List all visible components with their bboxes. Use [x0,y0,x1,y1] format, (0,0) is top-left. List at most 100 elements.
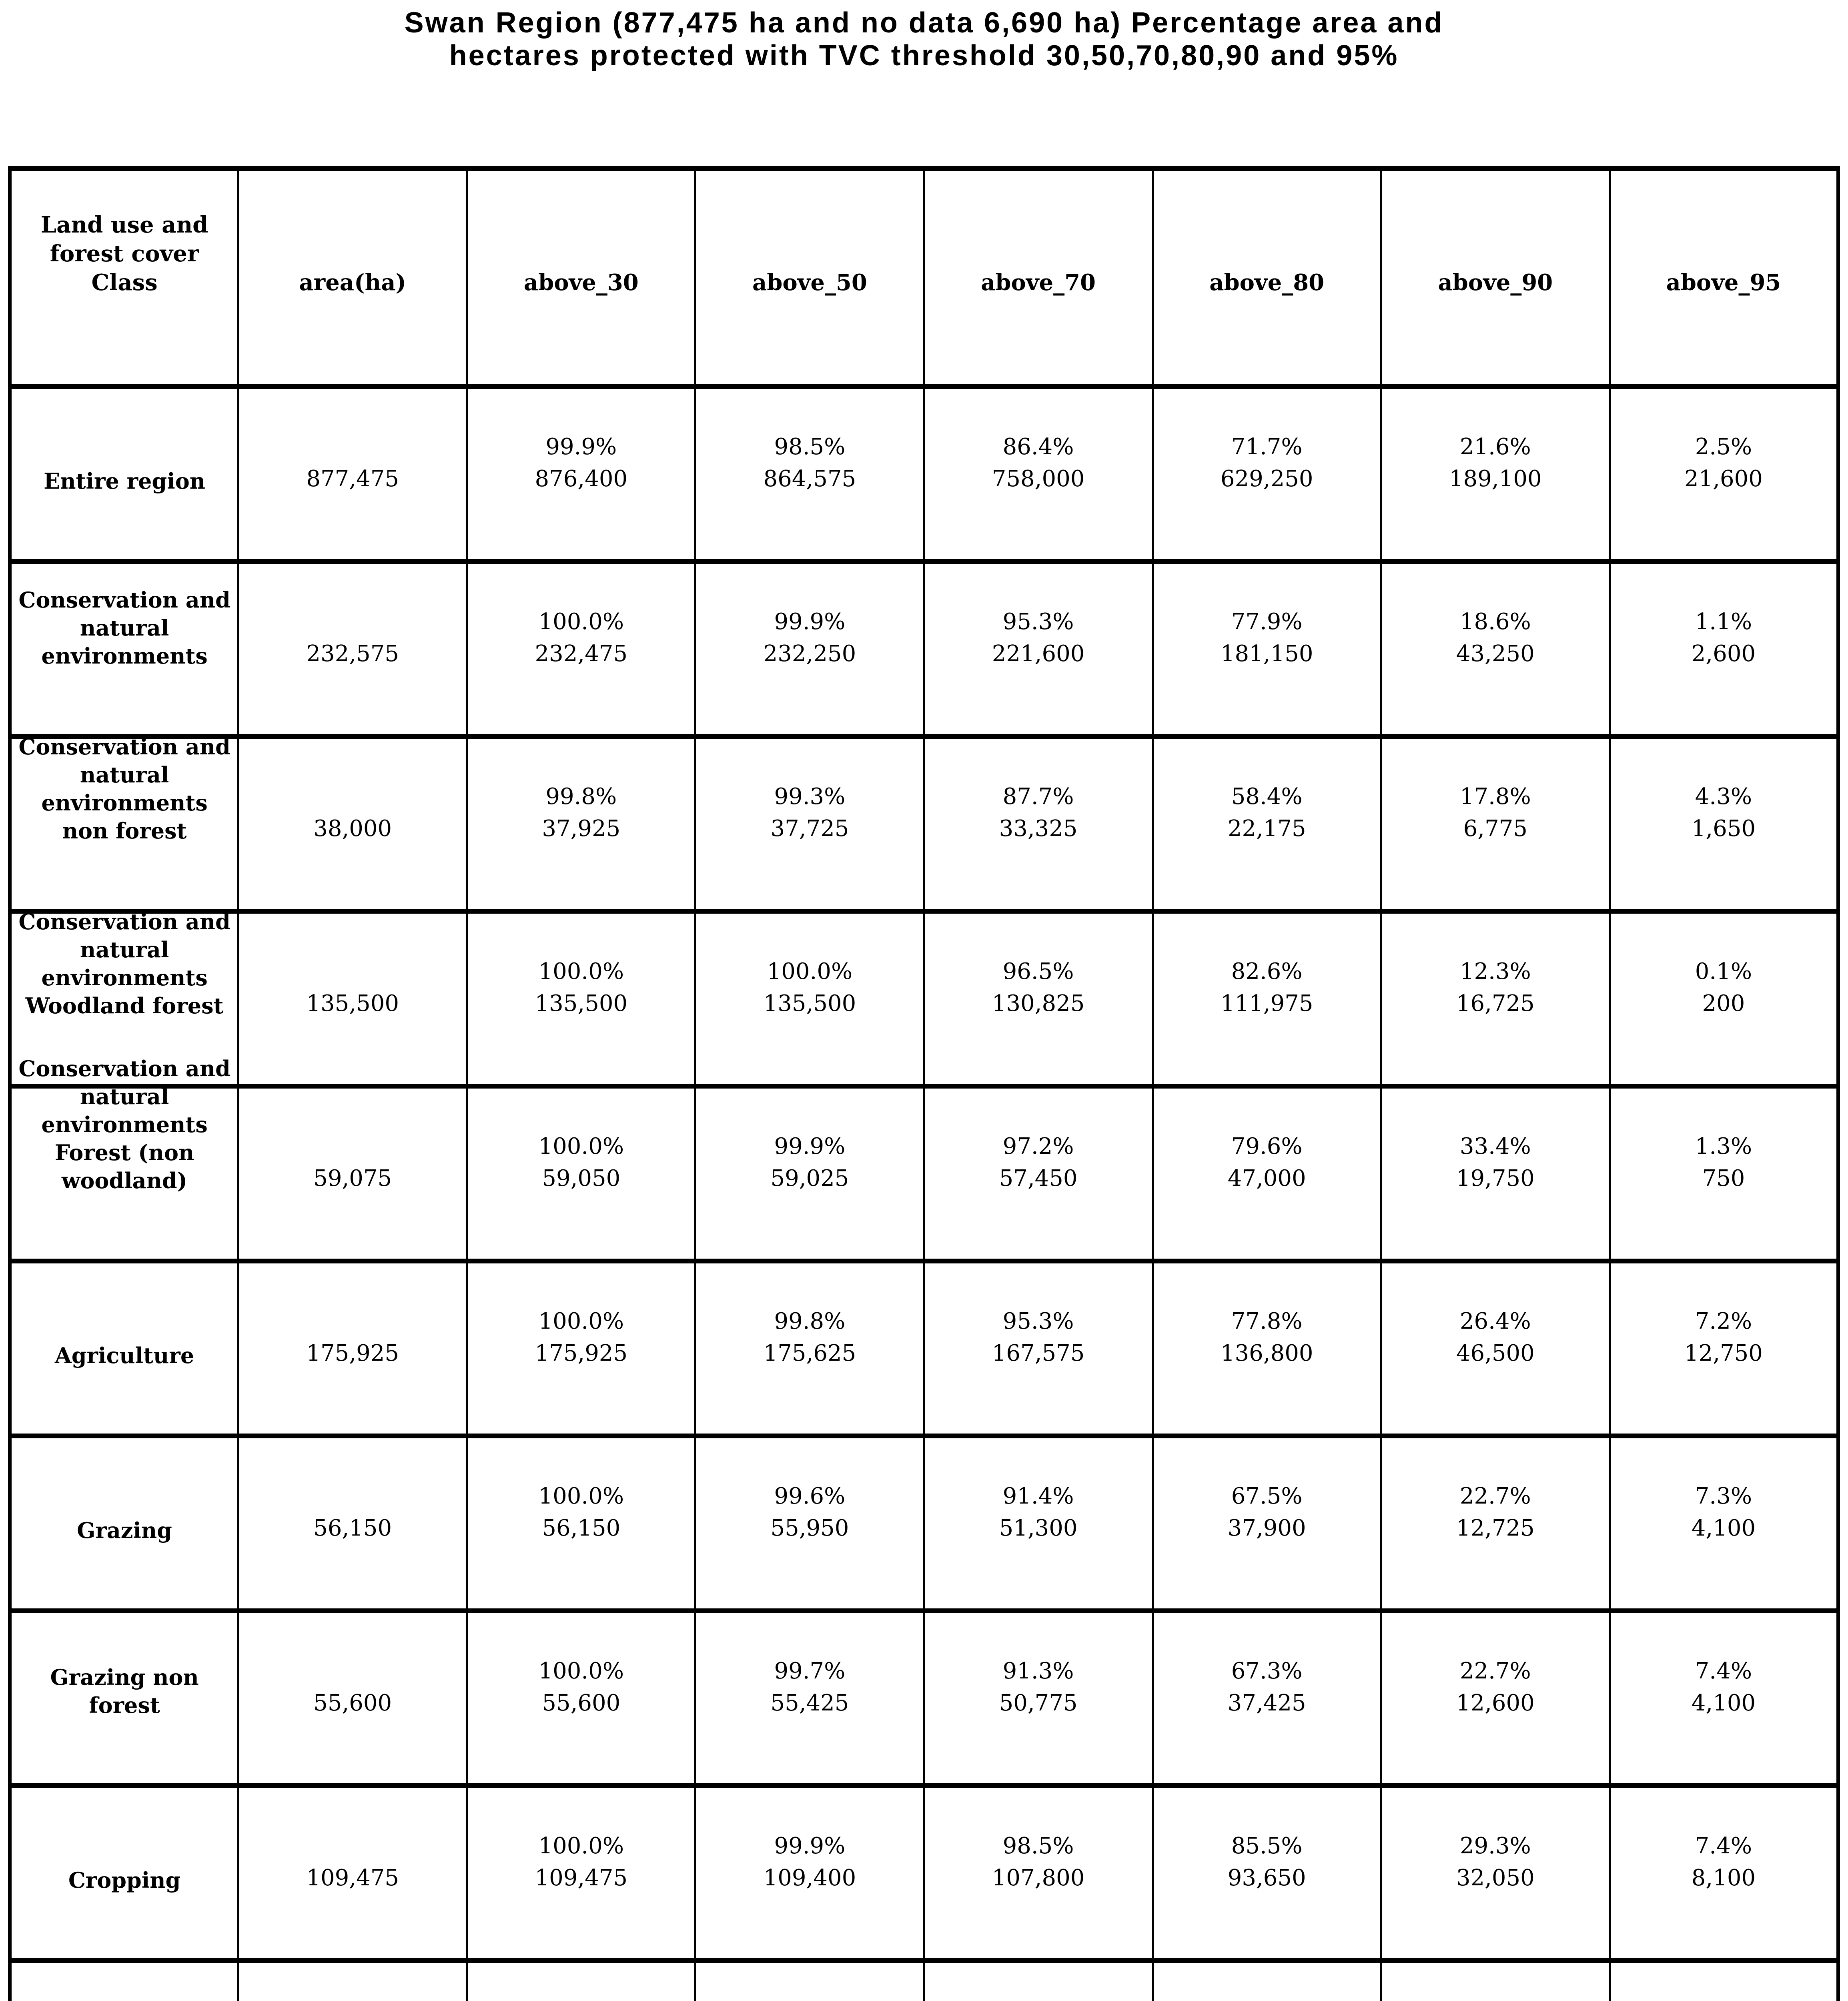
column-header: above_80 [1151,166,1382,387]
row-label-cell: Cropping [8,1783,240,1961]
percent-value: 58.4% [1231,784,1303,810]
percent-value: 18.6% [1459,609,1531,635]
data-cell-box: 877,475 [239,389,466,495]
percent-value: 91.4% [1002,1483,1074,1509]
hectares-value: 109,475 [306,1865,399,1891]
hectares-value: 59,025 [770,1165,849,1191]
percent-value: 12.3% [1459,958,1531,984]
table-body: Entire region 877,475 99.9% 876,400 98.5% 86… [8,384,1840,2001]
hectares-value: 175,625 [763,1340,856,1366]
data-cell: 95.3% 167,575 [923,1259,1154,1436]
hectares-value: 877,475 [306,466,399,492]
hectares-value: 4,100 [1691,1515,1756,1541]
column-header-label: Land use and forest cover Class [40,212,208,296]
row-label-box: Agriculture [12,1263,237,1369]
data-cell-box: 99.9% 232,250 [696,564,923,670]
column-header-label: above_30 [523,269,639,296]
hectares-value: 38,000 [313,816,392,842]
data-cell-box: 135,500 [239,914,466,1020]
hectares-value: 876,400 [535,466,628,492]
percent-value: 67.3% [1231,1658,1303,1684]
hectares-value: 221,600 [992,641,1085,667]
data-cell: 1.3% 750 [1608,1084,1840,1261]
data-cell: 33.4% 19,750 [1380,1084,1611,1261]
percent-value: 100.0% [538,958,624,984]
column-header: area(ha) [237,166,468,387]
percent-value [349,1480,356,1512]
page-title-line-1: Swan Region (877,475 ha and no data 6,69… [404,7,1444,39]
data-cell-box: 77.8% 136,800 [1154,1263,1380,1369]
percent-value: 98.5% [774,434,846,460]
data-cell: 85.5% 93,650 [1151,1783,1382,1961]
data-cell: 100.0% 109,475 [466,1783,697,1961]
data-cell: 55,600 [237,1608,468,1786]
data-cell: 1.1% 2,600 [1608,559,1840,736]
data-cell: 77.9% 181,150 [1151,559,1382,736]
data-cell-box: 7.4% 8,100 [1611,1788,1836,1894]
percent-value [349,606,356,638]
data-cell-box: 97.2% 57,450 [925,1089,1152,1195]
data-cell: 58.4% 22,175 [1151,734,1382,911]
percent-value: 99.9% [774,1133,846,1159]
data-cell-box: 58.4% 22,175 [1154,739,1380,845]
row-label-box: Entire region [12,389,237,495]
hectares-value: 109,400 [763,1865,856,1891]
percent-value: 82.6% [1231,958,1303,984]
hectares-value: 8,100 [1691,1865,1756,1891]
data-cell-box: 86.4% 758,000 [925,389,1152,495]
table-row: Agriculture 175,925 100.0% 175,925 99.8% 175… [8,1259,1840,1436]
data-cell: 100.0% 175,925 [466,1259,697,1436]
data-cell: 100.0% 135,500 [466,909,697,1086]
column-header-label: above_90 [1438,269,1553,296]
column-header-text: above_95 [1611,171,1836,297]
percent-value: 95.3% [1002,1308,1074,1334]
data-cell-box: 51.1%5,150 [1154,1963,1380,2001]
data-cell-box: 79.6% 47,000 [1154,1089,1380,1195]
data-cell-box: 100.0% 135,500 [696,914,923,1020]
data-cell-box: 99.9% 876,400 [468,389,694,495]
hectares-value: 12,750 [1684,1340,1763,1366]
data-cell: 82.4%8,300 [923,1958,1154,2001]
hectares-value: 130,825 [992,990,1085,1017]
percent-value: 0.1% [1695,958,1752,984]
column-header: above_90 [1380,166,1611,387]
data-cell: 98.5% 107,800 [923,1783,1154,1961]
data-cell: 100.0% 55,600 [466,1608,697,1786]
data-cell-box: 100.0% 109,475 [468,1788,694,1894]
hectares-value: 1,650 [1691,816,1756,842]
data-cell: 100.0% 56,150 [466,1434,697,1611]
table-row: Conservation and natural environments Fo… [8,1056,1840,1261]
percent-value: 33.4% [1459,1133,1531,1159]
percent-value: 7.3% [1695,1483,1752,1509]
data-cell-box: 99.9% 109,400 [696,1788,923,1894]
data-cell: 71.7% 629,250 [1151,384,1382,561]
hectares-value: 59,050 [542,1165,621,1191]
data-cell: 100.0% 59,050 [466,1084,697,1261]
row-label-box: Grazing [12,1438,237,1544]
data-cell: 7.3% 4,100 [1608,1434,1840,1611]
percent-value: 79.6% [1231,1133,1303,1159]
table-header: Land use and forest cover Class area(ha) a… [8,166,1840,387]
data-cell: 51.1%5,150 [1151,1958,1382,2001]
data-cell: 877,475 [237,384,468,561]
data-cell-box: 77.9% 181,150 [1154,564,1380,670]
data-cell-box: 18.6% 43,250 [1382,564,1609,670]
percent-value: 2.5% [1695,434,1752,460]
data-cell-box: 67.3% 37,425 [1154,1613,1380,1719]
hectares-value: 232,575 [306,641,399,667]
percent-value: 7.4% [1695,1833,1752,1859]
data-cell: 18.6% 43,250 [1380,559,1611,736]
hectares-value: 181,150 [1220,641,1313,667]
hectares-value: 12,725 [1456,1515,1535,1541]
row-label-box: Irrigation [12,1963,237,2001]
hectares-value: 109,475 [535,1865,628,1891]
hectares-value: 232,250 [763,641,856,667]
data-cell-box: 100.0% 55,600 [468,1613,694,1719]
percent-value: 96.5% [1002,958,1074,984]
hectares-value: 93,650 [1227,1865,1306,1891]
percent-value: 7.4% [1695,1658,1752,1684]
percent-value: 4.3% [1695,784,1752,810]
hectares-value: 43,250 [1456,641,1535,667]
hectares-value: 175,925 [535,1340,628,1366]
data-cell: 59,075 [237,1084,468,1261]
